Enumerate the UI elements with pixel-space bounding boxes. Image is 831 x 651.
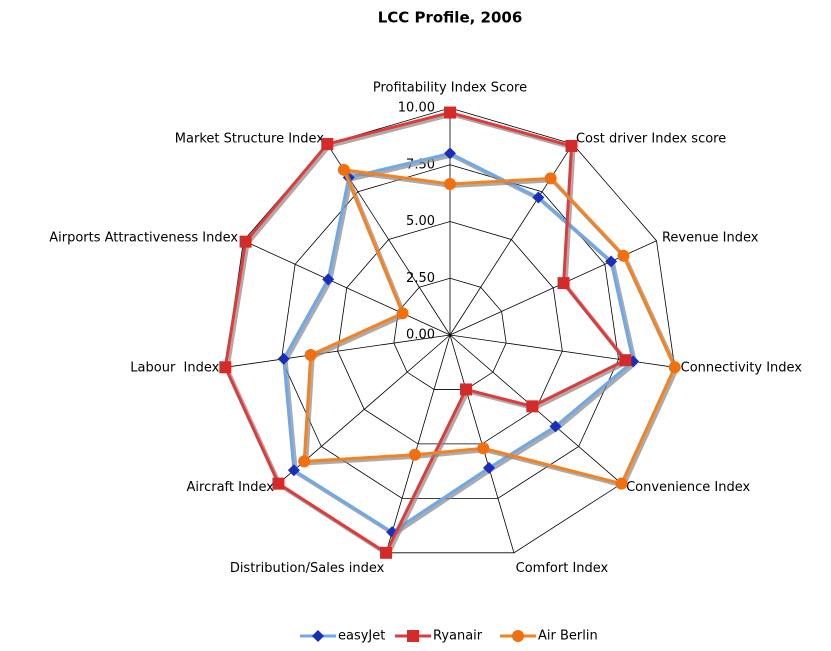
marker: [304, 349, 317, 362]
axis-spoke: [449, 143, 574, 336]
series-line: [223, 110, 628, 555]
chart-title: LCC Profile, 2006: [378, 9, 523, 27]
marker: [239, 235, 252, 248]
marker: [615, 477, 628, 490]
y-tick-label: 0.00: [406, 328, 435, 343]
y-tick-label: 5.00: [406, 214, 435, 229]
marker: [321, 138, 334, 151]
legend-label: easyJet: [338, 629, 385, 644]
series-line: [302, 167, 677, 486]
axis-spoke: [243, 240, 451, 336]
marker: [619, 354, 632, 367]
marker: [408, 448, 421, 461]
marker: [322, 273, 335, 286]
series-shadow: [304, 169, 679, 489]
series-shadow: [225, 112, 631, 558]
marker: [483, 461, 496, 474]
marker: [444, 147, 456, 160]
legend-label: Air Berlin: [538, 629, 598, 644]
legend-label: Ryanair: [433, 629, 483, 644]
axis-spoke: [449, 334, 675, 368]
category-label: Labour Index: [130, 361, 219, 376]
marker: [277, 352, 290, 365]
category-label: Distribution/Sales index: [230, 561, 385, 576]
category-label: Aircraft Index: [187, 480, 275, 495]
marker: [605, 255, 618, 268]
marker: [526, 400, 539, 413]
marker: [459, 383, 472, 396]
marker: [532, 191, 545, 204]
grid-ring: [337, 221, 563, 445]
category-label: Airports Attractiveness Index: [49, 231, 238, 246]
category-label: Comfort Index: [516, 561, 609, 576]
marker: [444, 178, 456, 191]
marker: [272, 477, 285, 490]
marker: [396, 307, 409, 320]
marker: [557, 277, 570, 290]
category-label: Connectivity Index: [681, 361, 803, 376]
category-label: Profitability Index Score: [373, 81, 527, 96]
marker: [380, 546, 393, 559]
marker: [617, 249, 630, 262]
axis-spoke: [225, 334, 451, 368]
y-tick-label: 10.00: [398, 101, 435, 116]
category-label: Cost driver Index score: [576, 131, 726, 146]
category-label: Market Structure Index: [175, 131, 325, 146]
axis-spoke: [385, 334, 451, 553]
y-tick-label: 2.50: [406, 271, 435, 286]
marker: [565, 139, 578, 152]
marker: [544, 172, 557, 185]
marker: [477, 442, 490, 455]
marker: [407, 630, 419, 642]
grid-ring: [224, 107, 676, 554]
marker: [549, 420, 562, 433]
marker: [337, 163, 350, 176]
marker: [668, 361, 681, 374]
category-label: Revenue Index: [662, 231, 759, 246]
marker: [312, 630, 324, 642]
marker: [512, 630, 524, 642]
marker: [219, 361, 232, 374]
category-label: Convenience Index: [626, 480, 750, 495]
series-line: [282, 151, 635, 534]
marker: [298, 455, 311, 468]
marker: [287, 464, 300, 477]
marker: [444, 106, 456, 119]
